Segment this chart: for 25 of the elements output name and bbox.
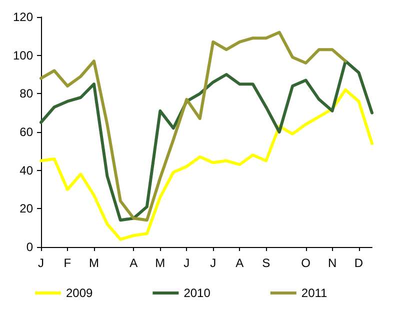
x-tick-label: J	[210, 256, 216, 270]
y-tick-label: 60	[20, 125, 34, 139]
y-tick-label: 80	[20, 86, 34, 101]
x-tick-label: O	[301, 256, 310, 270]
x-tick-label: M	[88, 256, 99, 270]
line-series	[40, 60, 374, 222]
y-tick-label: 100	[12, 48, 34, 62]
y-tick-label: 0	[26, 240, 34, 254]
y-tick-label: 20	[20, 202, 34, 216]
x-tick-label: S	[262, 256, 270, 270]
x-tick-label: M	[155, 256, 166, 270]
legend-label: 2010	[184, 286, 211, 300]
legend-label: 2009	[66, 286, 94, 300]
x-tick-label: A	[130, 256, 138, 270]
x-tick-label: N	[328, 256, 337, 270]
x-tick-label: J	[38, 256, 44, 270]
line-series	[40, 30, 348, 222]
x-tick-label: A	[236, 256, 244, 270]
x-tick-label: D	[354, 256, 364, 270]
x-tick-label: J	[184, 256, 190, 270]
y-tick-label: 120	[12, 10, 34, 24]
y-tick-label: 40	[20, 163, 34, 178]
line-series	[40, 88, 374, 241]
x-tick-label: F	[64, 256, 72, 270]
legend-label: 2011	[301, 286, 328, 300]
